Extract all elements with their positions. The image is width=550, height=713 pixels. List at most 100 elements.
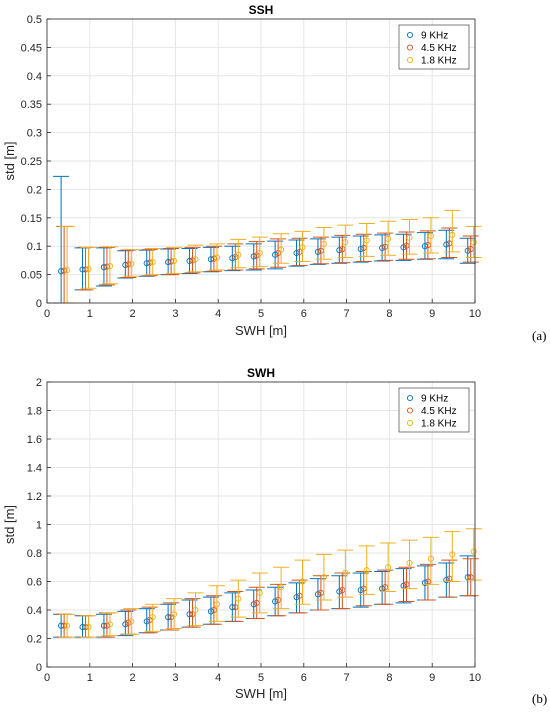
data-point xyxy=(235,595,242,602)
data-point xyxy=(427,232,434,240)
x-axis-label: SWH [m] xyxy=(235,323,287,338)
panel-label: (a) xyxy=(532,328,546,343)
y-tick-label: 0.8 xyxy=(27,548,42,560)
x-tick-label: 2 xyxy=(130,308,136,320)
y-tick-label: 0.3 xyxy=(27,128,42,140)
chart-title: SSH xyxy=(249,3,274,17)
data-point xyxy=(449,551,456,558)
data-point xyxy=(278,584,285,591)
data-point xyxy=(299,578,306,585)
data-point xyxy=(449,231,456,238)
y-tick-label: 2 xyxy=(36,377,42,389)
y-axis-label: std [m] xyxy=(2,141,17,180)
y-tick-label: 0.45 xyxy=(21,42,42,54)
data-point xyxy=(363,567,370,574)
x-tick-label: 8 xyxy=(386,308,392,320)
axes-frame xyxy=(46,18,476,304)
x-tick-label: 1 xyxy=(87,672,93,684)
data-point xyxy=(299,244,306,251)
data-point xyxy=(256,249,263,257)
x-tick-label: 0 xyxy=(44,308,50,320)
data-point xyxy=(406,559,413,567)
y-tick-label: 0.05 xyxy=(21,270,42,282)
y-tick-label: 0.4 xyxy=(27,605,42,617)
series-2 xyxy=(59,209,482,304)
data-point xyxy=(149,259,156,266)
data-point xyxy=(342,569,349,577)
y-tick-label: 0 xyxy=(36,298,42,310)
data-point xyxy=(470,548,477,555)
data-point xyxy=(106,621,113,628)
x-tick-label: 8 xyxy=(386,672,392,684)
x-tick-label: 4 xyxy=(215,308,221,320)
chart-title: SWH xyxy=(247,366,275,380)
data-point xyxy=(192,256,199,263)
data-point xyxy=(171,611,178,618)
data-point xyxy=(278,246,285,253)
x-tick-label: 9 xyxy=(429,672,435,684)
x-tick-label: 4 xyxy=(215,672,221,684)
data-point xyxy=(363,237,370,244)
chart-panel-0: 0 1 2 3 4 5 6 7 8 9 10 0 0.05 0.1 0.15 0.2 0.25 0.3 0.35 0.… xyxy=(2,3,546,343)
legend-marker xyxy=(406,394,414,402)
data-point xyxy=(406,234,413,241)
y-tick-label: 0 xyxy=(36,662,42,674)
data-point xyxy=(427,555,434,562)
y-tick-label: 0.4 xyxy=(27,71,42,83)
legend-label: 4.5 KHz xyxy=(421,406,457,417)
data-point xyxy=(85,624,92,631)
data-point xyxy=(192,606,199,614)
legend-label: 4.5 KHz xyxy=(421,43,457,54)
y-tick-label: 1.6 xyxy=(27,434,42,446)
data-point xyxy=(106,263,113,270)
y-tick-label: 0.2 xyxy=(27,634,42,646)
x-tick-label: 2 xyxy=(130,672,136,684)
data-point xyxy=(85,265,92,272)
data-point xyxy=(213,254,220,261)
x-tick-label: 7 xyxy=(344,308,350,320)
legend-label: 1.8 KHz xyxy=(421,419,457,430)
x-tick-label: 6 xyxy=(301,672,307,684)
x-tick-label: 3 xyxy=(172,672,178,684)
data-point xyxy=(64,622,71,629)
x-tick-label: 3 xyxy=(172,308,178,320)
x-tick-label: 6 xyxy=(301,308,307,320)
data-point xyxy=(171,257,178,265)
y-tick-label: 0.6 xyxy=(27,577,42,589)
y-tick-label: 0.35 xyxy=(21,99,42,111)
legend-marker xyxy=(406,407,414,414)
legend-marker xyxy=(406,44,414,51)
x-axis-label: SWH [m] xyxy=(235,686,287,701)
data-point xyxy=(128,260,135,267)
legend-marker xyxy=(406,419,414,427)
series-2 xyxy=(59,528,482,638)
data-point xyxy=(470,239,477,246)
x-tick-label: 5 xyxy=(258,672,264,684)
data-point xyxy=(256,589,263,596)
x-tick-label: 7 xyxy=(344,672,350,684)
x-tick-label: 10 xyxy=(469,672,481,684)
x-tick-label: 9 xyxy=(429,308,435,320)
data-point xyxy=(128,618,135,625)
chart-panel-1: 0 1 2 3 4 5 6 7 8 9 10 0 0.2 0.4 0.6 0.8 1 1.2 1.4 1.6 1.8 2 S… xyxy=(2,366,547,706)
y-tick-label: 1.8 xyxy=(27,406,42,418)
data-point xyxy=(385,235,392,242)
data-point xyxy=(342,239,349,246)
legend-label: 9 KHz xyxy=(421,394,448,405)
x-tick-label: 1 xyxy=(87,308,93,320)
data-point xyxy=(149,614,156,621)
data-point xyxy=(64,267,71,274)
data-point xyxy=(235,251,242,258)
data-point xyxy=(385,564,392,571)
y-tick-label: 0.5 xyxy=(27,14,42,26)
data-point xyxy=(320,240,327,247)
data-point xyxy=(320,574,327,581)
panel-label: (b) xyxy=(532,691,547,706)
y-tick-label: 1.2 xyxy=(27,491,42,503)
y-tick-label: 0.25 xyxy=(21,156,42,168)
y-tick-label: 0.2 xyxy=(27,184,42,196)
data-point xyxy=(213,601,220,608)
